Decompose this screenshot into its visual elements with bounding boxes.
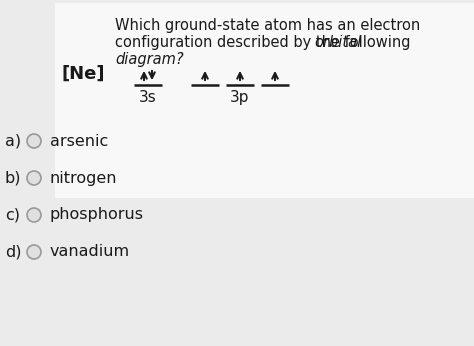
FancyBboxPatch shape [55,3,474,198]
Text: c): c) [5,208,20,222]
Text: configuration described by the following: configuration described by the following [115,35,415,50]
Text: 3p: 3p [230,90,250,105]
Circle shape [27,245,41,259]
Text: d): d) [5,245,21,260]
Text: orbital: orbital [314,35,361,50]
Text: diagram?: diagram? [115,52,183,67]
Text: a): a) [5,134,21,148]
Circle shape [27,208,41,222]
Text: 3s: 3s [139,90,157,105]
Text: [Ne]: [Ne] [62,65,106,83]
Text: phosphorus: phosphorus [50,208,144,222]
Text: vanadium: vanadium [50,245,130,260]
Text: Which ground-state atom has an electron: Which ground-state atom has an electron [115,18,420,33]
Text: arsenic: arsenic [50,134,108,148]
Circle shape [27,134,41,148]
Text: b): b) [5,171,21,185]
Text: nitrogen: nitrogen [50,171,118,185]
Circle shape [27,171,41,185]
